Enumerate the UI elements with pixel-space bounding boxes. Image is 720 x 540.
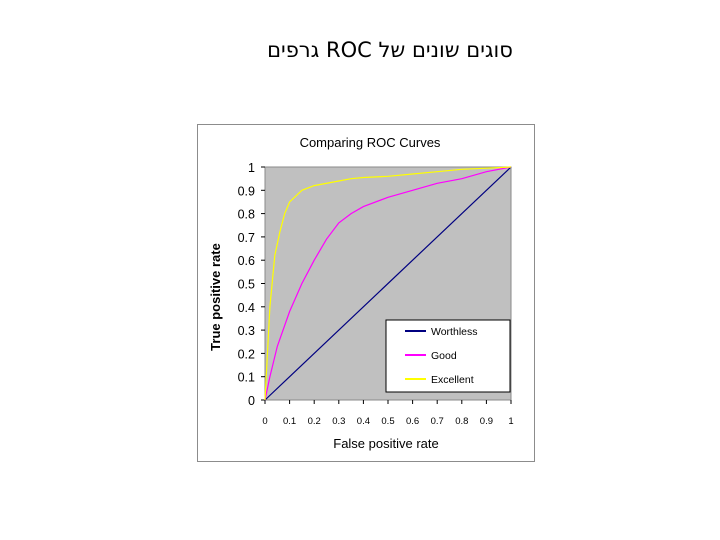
series-line-worthless	[264, 166, 512, 401]
series-lines	[264, 166, 512, 401]
x-tick-label: 0.4	[357, 416, 370, 427]
series-line-good	[264, 166, 512, 401]
x-tick-label: 0.5	[381, 416, 394, 427]
x-tick-label: 0	[262, 416, 267, 427]
y-axis-label: True positive rate	[208, 243, 223, 351]
legend-label: Good	[431, 350, 457, 362]
series-line-excellent	[264, 166, 512, 401]
y-tick-label: 0	[248, 394, 255, 408]
x-axis-ticks: 0 0.1 0.2 0.3 0.4 0.5 0.6 0.7 0.8 0.9 1	[262, 400, 514, 427]
x-axis-label: False positive rate	[333, 436, 439, 451]
roc-chart: Comparing ROC Curves 0 0.1 0.2 0.3 0.4 0.5 0.6…	[208, 135, 514, 451]
legend-label: Excellent	[431, 374, 474, 386]
slide-title: סוגים שונים של ROC גרפים	[267, 38, 513, 62]
x-tick-label: 1	[508, 416, 513, 427]
y-tick-label: 0.9	[238, 184, 255, 198]
y-tick-label: 0.2	[238, 347, 255, 361]
y-tick-label: 0.1	[238, 371, 255, 385]
chart-frame: Comparing ROC Curves 0 0.1 0.2 0.3 0.4 0.5 0.6…	[197, 124, 535, 462]
x-tick-label: 0.1	[283, 416, 296, 427]
y-tick-label: 0.8	[238, 208, 255, 222]
chart-title: Comparing ROC Curves	[300, 135, 441, 150]
y-tick-label: 1	[248, 161, 255, 175]
x-tick-label: 0.9	[480, 416, 493, 427]
y-tick-label: 0.3	[238, 324, 255, 338]
y-axis-ticks: 0 0.1 0.2 0.3 0.4 0.5 0.6 0.7 0.8 0.9 1	[238, 161, 265, 408]
y-tick-label: 0.4	[238, 301, 255, 315]
legend: Worthless Good Excellent	[385, 319, 511, 393]
x-tick-label: 0.7	[431, 416, 444, 427]
y-tick-label: 0.6	[238, 254, 255, 268]
legend-label: Worthless	[431, 326, 478, 338]
x-tick-label: 0.3	[332, 416, 345, 427]
y-tick-label: 0.7	[238, 231, 255, 245]
y-tick-label: 0.5	[238, 278, 255, 292]
x-tick-label: 0.8	[455, 416, 468, 427]
x-tick-label: 0.2	[308, 416, 321, 427]
x-tick-label: 0.6	[406, 416, 419, 427]
